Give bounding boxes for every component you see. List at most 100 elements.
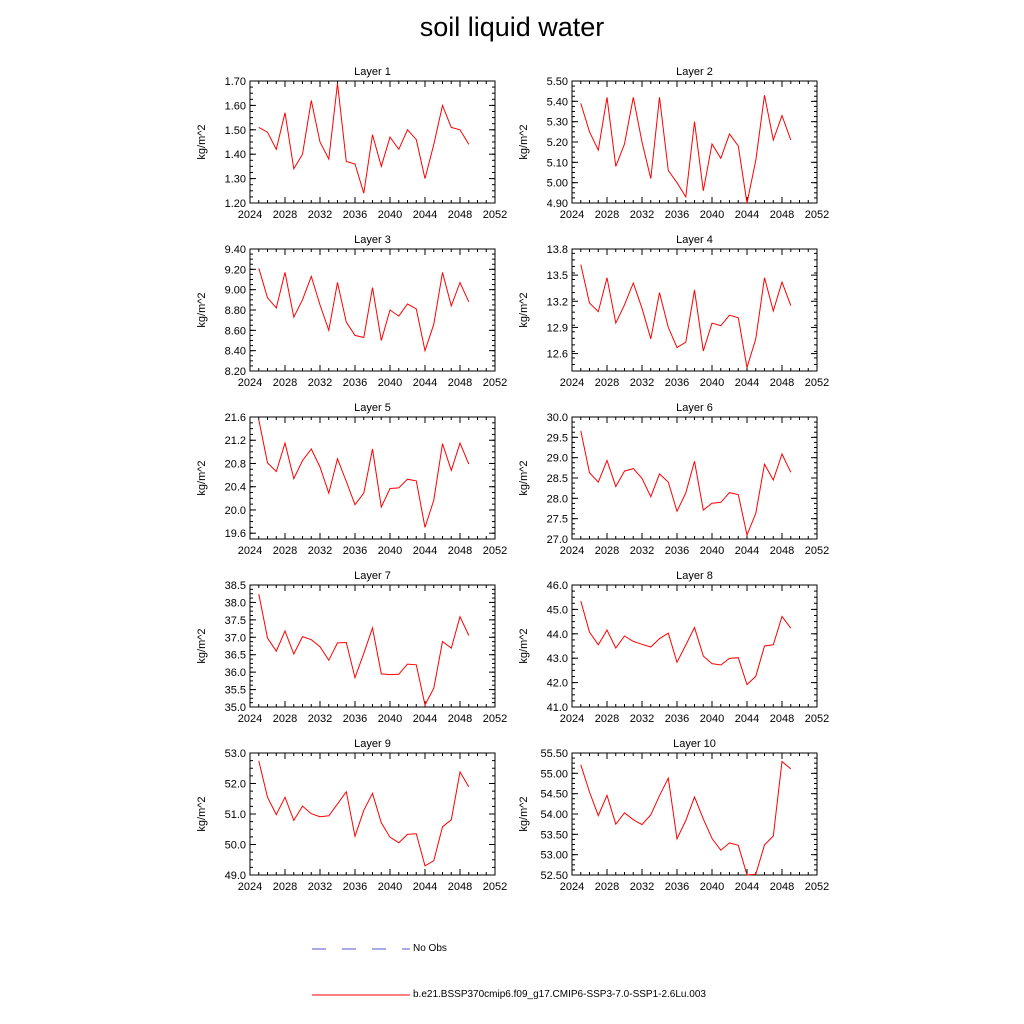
y-tick-label: 9.20 xyxy=(225,264,246,276)
x-tick-label: 2032 xyxy=(630,545,654,557)
y-tick-label: 20.0 xyxy=(225,505,246,517)
y-axis-label: kg/m^2 xyxy=(518,124,530,159)
y-tick-label: 1.30 xyxy=(225,174,246,186)
y-tick-label: 55.50 xyxy=(540,748,568,760)
x-tick-label: 2032 xyxy=(308,881,332,893)
y-tick-label: 50.0 xyxy=(225,840,246,852)
x-tick-label: 2036 xyxy=(665,713,689,725)
series-line xyxy=(580,430,792,537)
panel-layer-1: Layer 1 kg/m^2 2024 2028 2032 2036 2040 2044 204… xyxy=(196,66,507,221)
y-tick-label: 8.40 xyxy=(225,346,246,358)
y-tick-label: 27.0 xyxy=(547,534,568,546)
x-tick-label: 2028 xyxy=(273,881,297,893)
x-tick-label: 2024 xyxy=(560,713,584,725)
x-tick-label: 2036 xyxy=(665,545,689,557)
x-tick-label: 2036 xyxy=(343,545,367,557)
x-tick-label: 2032 xyxy=(308,377,332,389)
series-line xyxy=(258,594,470,707)
x-tick-label: 2036 xyxy=(665,209,689,221)
x-tick-label: 2040 xyxy=(378,209,402,221)
series-line xyxy=(258,419,470,528)
x-tick-label: 2048 xyxy=(448,881,472,893)
y-tick-label: 53.50 xyxy=(540,829,568,841)
y-tick-label: 1.70 xyxy=(225,76,246,88)
x-tick-label: 2024 xyxy=(238,713,262,725)
y-tick-label: 55.00 xyxy=(540,768,568,780)
y-tick-label: 54.00 xyxy=(540,809,568,821)
y-axis-label: kg/m^2 xyxy=(518,796,530,831)
x-tick-label: 2040 xyxy=(700,545,724,557)
panel-title: Layer 5 xyxy=(354,402,391,414)
x-tick-label: 2032 xyxy=(308,209,332,221)
panel-layer-6: Layer 6 kg/m^2 2024 2028 2032 2036 2040 2044 204… xyxy=(518,402,829,557)
y-tick-label: 20.8 xyxy=(225,458,246,470)
y-tick-label: 21.2 xyxy=(225,435,246,447)
series-line xyxy=(580,760,792,876)
y-tick-label: 52.0 xyxy=(225,779,246,791)
x-tick-label: 2052 xyxy=(483,209,507,221)
y-tick-label: 44.0 xyxy=(547,629,568,641)
y-tick-label: 1.50 xyxy=(225,125,246,137)
y-tick-label: 9.00 xyxy=(225,285,246,297)
y-tick-label: 5.10 xyxy=(547,157,568,169)
y-tick-label: 1.40 xyxy=(225,149,246,161)
y-tick-label: 30.0 xyxy=(547,412,568,424)
plot-frame xyxy=(571,752,818,876)
y-axis-label: kg/m^2 xyxy=(518,292,530,327)
y-tick-label: 45.0 xyxy=(547,604,568,616)
x-tick-label: 2028 xyxy=(273,545,297,557)
panel-layer-7: Layer 7 kg/m^2 2024 2028 2032 2036 2040 2044 204… xyxy=(196,570,507,725)
x-tick-label: 2052 xyxy=(483,713,507,725)
x-tick-label: 2048 xyxy=(770,881,794,893)
panel-layer-8: Layer 8 kg/m^2 2024 2028 2032 2036 2040 2044 204… xyxy=(518,570,829,725)
x-tick-label: 2044 xyxy=(413,209,437,221)
x-tick-label: 2036 xyxy=(343,377,367,389)
y-axis-label: kg/m^2 xyxy=(518,460,530,495)
y-tick-label: 37.0 xyxy=(225,632,246,644)
x-tick-label: 2048 xyxy=(448,209,472,221)
plot-frame xyxy=(571,248,818,372)
y-tick-label: 20.4 xyxy=(225,482,246,494)
y-axis-label: kg/m^2 xyxy=(196,628,208,663)
plot-frame xyxy=(571,416,818,540)
y-tick-label: 5.30 xyxy=(547,117,568,129)
x-tick-label: 2040 xyxy=(378,881,402,893)
x-tick-label: 2048 xyxy=(770,377,794,389)
y-tick-label: 38.0 xyxy=(225,597,246,609)
x-tick-label: 2028 xyxy=(595,377,619,389)
panel-title: Layer 9 xyxy=(354,738,391,750)
y-tick-label: 49.0 xyxy=(225,870,246,882)
y-tick-label: 9.40 xyxy=(225,244,246,256)
x-tick-label: 2048 xyxy=(770,545,794,557)
x-tick-label: 2044 xyxy=(735,713,759,725)
x-tick-label: 2048 xyxy=(448,545,472,557)
y-axis-label: kg/m^2 xyxy=(196,292,208,327)
y-tick-label: 36.5 xyxy=(225,650,246,662)
chart-title: soil liquid water xyxy=(419,12,605,42)
x-tick-label: 2024 xyxy=(560,545,584,557)
x-tick-label: 2048 xyxy=(770,209,794,221)
x-tick-label: 2044 xyxy=(413,713,437,725)
panel-layer-3: Layer 3 kg/m^2 2024 2028 2032 2036 2040 2044 204… xyxy=(196,234,507,389)
panel-title: Layer 4 xyxy=(676,234,713,246)
x-tick-label: 2028 xyxy=(273,713,297,725)
x-tick-label: 2024 xyxy=(238,881,262,893)
x-tick-label: 2044 xyxy=(735,209,759,221)
x-tick-label: 2052 xyxy=(805,377,829,389)
x-tick-label: 2032 xyxy=(630,881,654,893)
y-tick-label: 29.5 xyxy=(547,432,568,444)
x-tick-label: 2044 xyxy=(735,881,759,893)
y-tick-label: 28.0 xyxy=(547,493,568,505)
y-tick-label: 52.50 xyxy=(540,870,568,882)
panel-layer-5: Layer 5 kg/m^2 2024 2028 2032 2036 2040 2044 204… xyxy=(196,402,507,557)
series-line xyxy=(580,95,792,204)
y-tick-label: 36.0 xyxy=(225,667,246,679)
x-tick-label: 2028 xyxy=(595,545,619,557)
y-axis-label: kg/m^2 xyxy=(196,796,208,831)
x-tick-label: 2044 xyxy=(413,881,437,893)
y-tick-label: 27.5 xyxy=(547,514,568,526)
y-tick-label: 43.0 xyxy=(547,653,568,665)
x-tick-label: 2044 xyxy=(413,545,437,557)
panel-title: Layer 1 xyxy=(354,66,391,78)
